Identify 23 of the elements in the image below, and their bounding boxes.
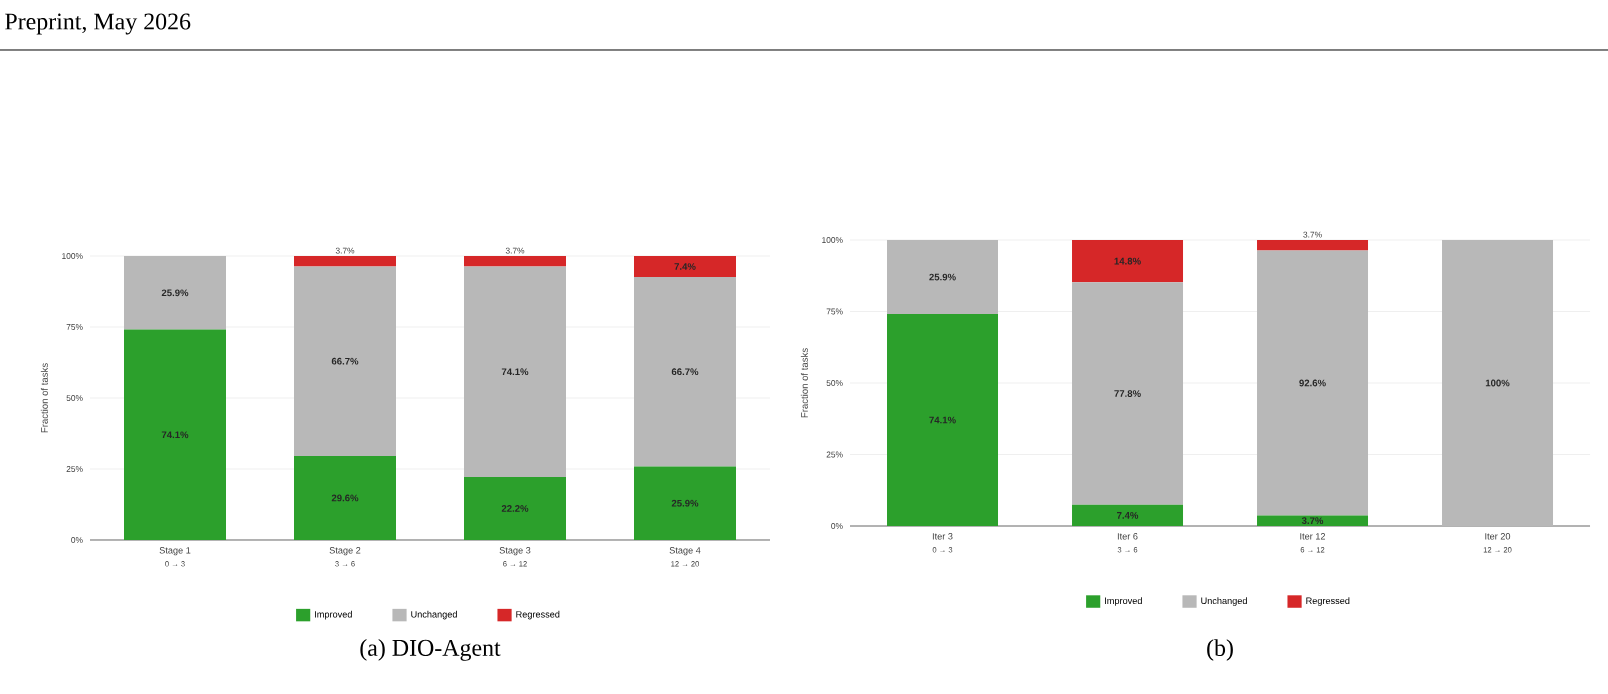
bar bbox=[294, 255, 396, 267]
bar bbox=[294, 455, 396, 540]
bar bbox=[1072, 282, 1184, 505]
bar bbox=[1072, 240, 1184, 283]
bar bbox=[1257, 240, 1369, 251]
bar bbox=[1257, 515, 1369, 526]
bar bbox=[464, 476, 566, 540]
text: Preprint, May 2026 bbox=[5, 13, 191, 35]
bar bbox=[124, 329, 226, 540]
bar bbox=[294, 266, 396, 456]
bar bbox=[634, 466, 736, 540]
text: (b) bbox=[1207, 639, 1233, 661]
bar bbox=[634, 277, 736, 467]
bar bbox=[887, 240, 999, 315]
bar bbox=[1257, 250, 1369, 516]
bar bbox=[464, 255, 566, 267]
bar bbox=[464, 266, 566, 477]
bar bbox=[887, 314, 999, 526]
text: (a) DIO-Agent bbox=[360, 639, 501, 661]
bar bbox=[1442, 240, 1554, 526]
bar bbox=[1072, 504, 1184, 526]
bar bbox=[124, 255, 226, 330]
bar bbox=[634, 255, 736, 278]
